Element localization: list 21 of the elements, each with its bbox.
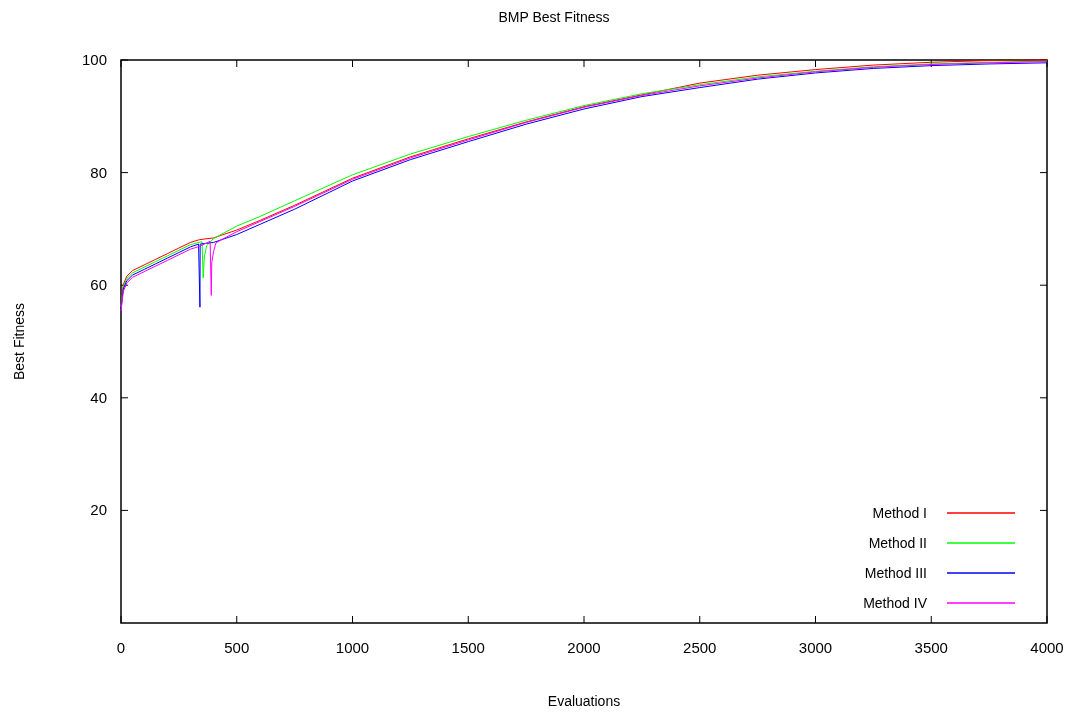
y-tick-label: 80: [90, 163, 107, 181]
legend-label: Method II: [868, 535, 927, 551]
x-tick-label: 2500: [683, 639, 717, 656]
legend-label: Method III: [864, 565, 927, 581]
x-tick-label: 3000: [798, 639, 833, 656]
x-tick-label: 2000: [567, 639, 601, 656]
y-tick-label: 20: [90, 501, 107, 519]
x-tick-label: 1000: [335, 639, 370, 656]
y-tick-label: 60: [90, 276, 107, 294]
y-axis-title: Best Fitness: [11, 302, 27, 381]
chart-title: BMP Best Fitness: [498, 9, 610, 25]
x-tick-label: 4000: [1030, 639, 1064, 656]
y-tick-label: 100: [81, 51, 107, 68]
x-axis-title: Evaluations: [547, 693, 621, 709]
x-tick-label: 3500: [914, 639, 948, 656]
x-tick-label: 0: [116, 639, 126, 656]
y-tick-label: 40: [90, 388, 107, 406]
legend-label: Method I: [872, 505, 927, 521]
x-tick-label: 1500: [451, 639, 485, 656]
x-tick-label: 500: [224, 639, 250, 656]
legend-label: Method IV: [863, 595, 928, 611]
